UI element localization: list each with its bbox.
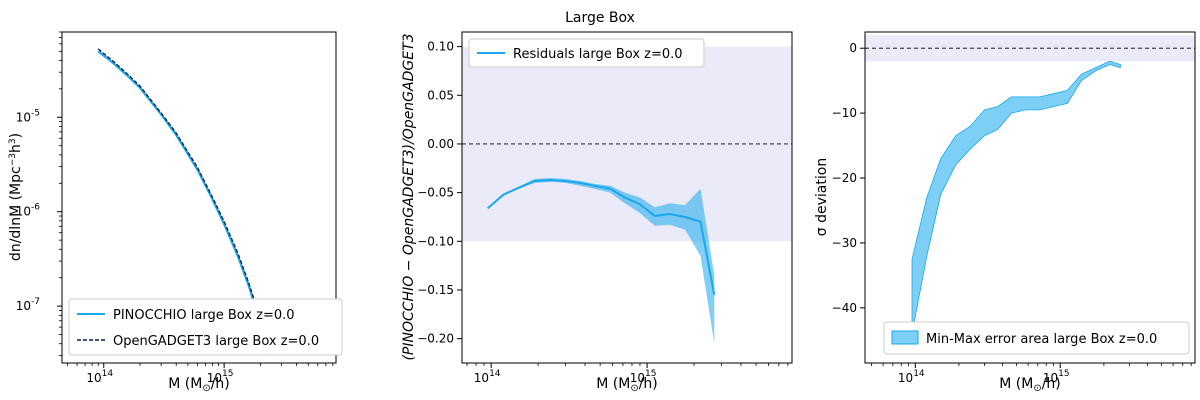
legend-label-minmax: Min-Max error area large Box z=0.0 [926, 332, 1157, 347]
p1-legend: PINOCCHIO large Box z=0.0 OpenGADGET3 la… [68, 298, 343, 356]
legend-label-gadget: OpenGADGET3 large Box z=0.0 [113, 334, 319, 349]
p3-ytick-label-3: −30 [832, 236, 857, 250]
p2-legend: Residuals large Box z=0.0 [468, 38, 705, 68]
p1-xtick-label-0: 1014 [86, 369, 113, 385]
p2-title: Large Box [565, 10, 635, 26]
p3-minmax-area [911, 60, 1121, 334]
p3-ytick-label-4: −40 [832, 301, 857, 315]
p1-ytick-label-2: 10-7 [16, 297, 40, 313]
p3-ytick-label-1: −10 [832, 106, 857, 120]
p2-xtick-label-0: 1014 [474, 369, 501, 385]
p2-ytick-label-6: −0.20 [417, 332, 454, 346]
legend-label-residuals: Residuals large Box z=0.0 [513, 47, 683, 62]
p2-x-axis-label: M (M⊙/h) [596, 376, 658, 394]
p3-x-axis-label: M (M⊙/h) [999, 376, 1061, 394]
p2-ytick-label-2: 0.00 [427, 137, 454, 151]
p3-ytick-label-2: −20 [832, 171, 857, 185]
p2-ytick-label-1: 0.05 [427, 88, 454, 102]
p1-y-axis-label: dn/dlnM (Mpc−3h3) [8, 133, 24, 261]
p3-legend: Min-Max error area large Box z=0.0 [883, 321, 1190, 355]
p2-ytick-label-4: −0.10 [417, 234, 454, 248]
p1-ytick-label-0: 10-5 [16, 108, 40, 124]
p2-y-axis-label: (PINOCCHIO − OpenGADGET3)/OpenGADGET3 [401, 33, 417, 360]
p1-x-axis-label: M (M⊙/h) [168, 376, 230, 394]
p2-error-area [487, 178, 715, 344]
p3-y-axis-label: σ deviation [814, 158, 830, 236]
p2-ytick-label-3: −0.05 [417, 186, 454, 200]
p2-ytick-label-0: 0.10 [427, 40, 454, 54]
p3-ytick-label-0: 0 [849, 41, 857, 55]
p2-ytick-label-5: −0.15 [417, 283, 454, 297]
series-pinocchio-line [97, 50, 271, 356]
p2-frame [461, 31, 793, 364]
p3-frame [864, 31, 1196, 364]
p1-frame [61, 31, 337, 364]
series-gadget-line [97, 48, 271, 352]
legend-label-pinocchio: PINOCCHIO large Box z=0.0 [113, 308, 295, 323]
panel-residuals: Large Box 1014 10150.100.050.00−0.05−0.10… [401, 10, 793, 394]
legend-swatch-minmax [891, 330, 919, 345]
p3-xtick-label-0: 1014 [898, 369, 925, 385]
series-residuals-line [487, 178, 716, 296]
